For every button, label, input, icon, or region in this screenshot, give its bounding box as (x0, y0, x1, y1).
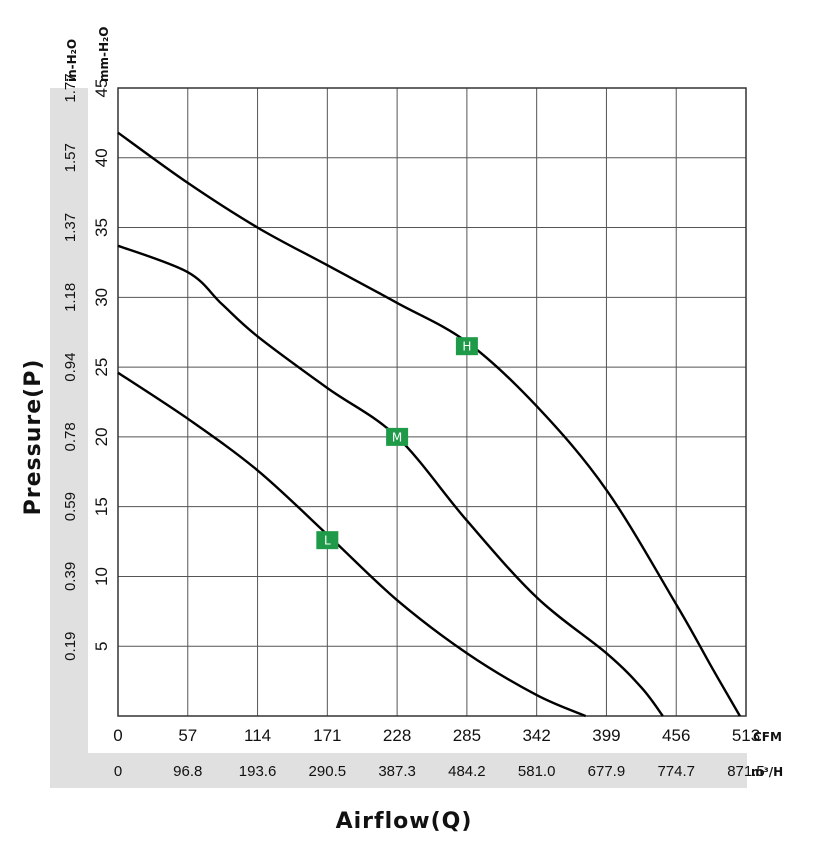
plot-gutter (88, 88, 118, 753)
marker-box (386, 427, 409, 446)
marker-label: H (462, 340, 471, 354)
x2-tick-label: 0 (114, 763, 122, 780)
grid (118, 88, 746, 716)
marker-label: L (324, 534, 331, 548)
marker-label: M (392, 430, 402, 444)
x-tick-label: 342 (522, 726, 550, 745)
x2-tick-label: 96.8 (173, 763, 202, 780)
y-tick-label: 30 (92, 288, 111, 307)
y-tick-label: 25 (92, 358, 111, 377)
x-tick-label: 171 (313, 726, 341, 745)
x2-tick-label: 193.6 (239, 763, 277, 780)
x-axis-title: Airflow(Q) (336, 809, 473, 834)
x-unit-label: CFM (753, 730, 782, 744)
x-tick-label: 399 (592, 726, 620, 745)
y2-tick-label: 0.94 (62, 353, 79, 382)
x2-tick-label: 677.9 (588, 763, 626, 780)
y2-tick-label: 1.37 (62, 213, 79, 242)
curve-l (117, 371, 587, 718)
x2-tick-label: 774.7 (657, 763, 695, 780)
y2-unit-label: in-H₂O (65, 39, 79, 82)
y2-tick-label: 1.57 (62, 143, 79, 172)
marker-box (455, 337, 478, 356)
tick-labels: 0 57 114 171 228 285 342 399 456 513 0 96.8 193.6 290… (62, 73, 765, 780)
x-tick-label: 0 (113, 726, 122, 745)
marker-m: M (386, 427, 409, 446)
y-tick-label: 35 (92, 218, 111, 237)
y-tick-label: 5 (92, 641, 111, 650)
y-tick-label: 15 (92, 497, 111, 516)
y-tick-label: 40 (92, 148, 111, 167)
y2-tick-label: 0.78 (62, 422, 79, 451)
x2-axis-band (50, 753, 747, 788)
x-tick-label: 228 (383, 726, 411, 745)
marker-l: L (316, 531, 339, 550)
y2-axis-band (50, 88, 88, 785)
x2-tick-label: 387.3 (378, 763, 416, 780)
y-tick-label: 10 (92, 567, 111, 586)
y-axis-title: Pressure(P) (21, 359, 46, 516)
x2-unit-label: m³/H (751, 765, 783, 779)
y-tick-label: 20 (92, 427, 111, 446)
y-tick-label: 45 (92, 79, 111, 98)
series-markers: H M L (316, 337, 478, 550)
plot-frame (117, 87, 747, 717)
x2-tick-label: 290.5 (309, 763, 347, 780)
y2-tick-label: 0.59 (62, 492, 79, 521)
x-tick-label: 57 (178, 726, 197, 745)
x2-tick-label: 581.0 (518, 763, 556, 780)
y2-tick-label: 1.18 (62, 283, 79, 312)
marker-h: H (455, 337, 478, 356)
y2-tick-label: 1.77 (62, 73, 79, 102)
y-unit-label: mm-H₂O (97, 27, 111, 83)
x2-tick-label: 484.2 (448, 763, 486, 780)
y2-tick-label: 0.39 (62, 562, 79, 591)
x2-tick-label: 871.5 (727, 763, 765, 780)
y2-tick-label: 0.19 (62, 632, 79, 661)
marker-box (316, 531, 339, 550)
x-tick-label: 456 (662, 726, 690, 745)
x-tick-label: 285 (453, 726, 481, 745)
x-tick-label: 513 (732, 726, 760, 745)
x-tick-label: 114 (244, 726, 271, 745)
x-axis-gutter (88, 716, 747, 753)
plot-background (118, 88, 746, 716)
